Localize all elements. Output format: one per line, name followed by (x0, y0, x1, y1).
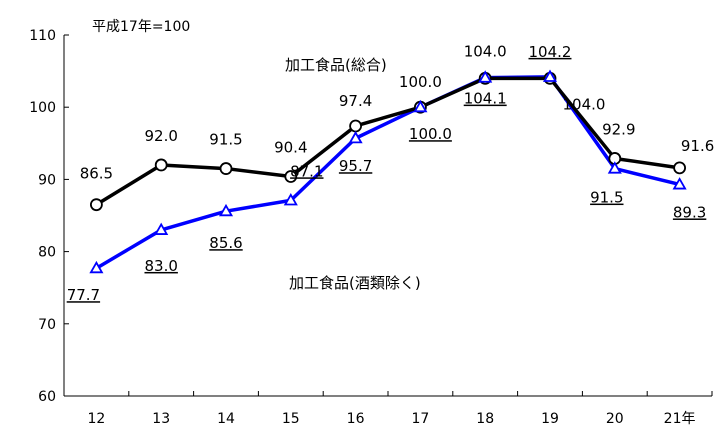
data-label: 104.2 (529, 43, 572, 61)
series-label-processed-food-excl-alcohol: 加工食品(酒類除く) (289, 274, 421, 292)
series-line-1 (95, 75, 681, 270)
data-point-triangle (542, 69, 558, 82)
data-point-circle (673, 161, 686, 175)
data-label: 92.9 (602, 120, 635, 138)
x-tick-label: 12 (87, 411, 105, 427)
data-label: 86.5 (80, 165, 113, 183)
y-tick-label: 60 (38, 389, 56, 405)
data-label: 104.0 (563, 95, 606, 113)
y-tick-label: 80 (38, 245, 56, 261)
x-tick-label: 18 (476, 411, 494, 427)
data-label: 90.4 (274, 139, 307, 157)
x-tick-label: 13 (152, 411, 170, 427)
x-tick-label: 20 (606, 411, 624, 427)
data-point-circle (219, 162, 233, 175)
data-label: 91.5 (209, 131, 242, 149)
data-label: 77.7 (67, 286, 100, 304)
data-label: 97.4 (339, 92, 372, 110)
data-point-circle (349, 119, 363, 133)
data-point-triangle (283, 193, 298, 206)
data-point-triangle (218, 203, 234, 217)
data-label: 100.0 (409, 125, 452, 143)
data-point-circle (154, 158, 168, 172)
data-label: 85.6 (209, 234, 242, 252)
data-label: 92.0 (144, 127, 177, 145)
data-point-triangle (348, 130, 363, 144)
y-tick-label: 90 (38, 172, 56, 188)
y-tick-label: 110 (29, 28, 56, 44)
x-tick-label: 17 (411, 411, 429, 427)
data-label: 83.0 (144, 257, 177, 275)
data-point-circle (90, 198, 103, 212)
series-markers (89, 69, 687, 274)
data-point-triangle (413, 99, 428, 113)
base-note: 平成17年=100 (92, 19, 190, 35)
series-lines (95, 75, 681, 270)
y-tick-label: 70 (38, 317, 56, 333)
data-label: 91.5 (590, 189, 623, 207)
data-point-triangle (478, 70, 493, 83)
x-tick-label: 15 (282, 411, 300, 427)
data-label: 89.3 (673, 203, 706, 221)
axes: 60 70 80 90 100 110 12 13 14 15 16 17 18 19 20 21年 (29, 28, 713, 427)
y-tick-label: 100 (29, 100, 56, 116)
x-tick-label: 14 (217, 411, 235, 427)
data-point-circle (284, 170, 298, 183)
x-tick-label: 16 (347, 411, 365, 427)
data-label: 100.0 (399, 73, 442, 91)
data-label: 91.6 (681, 137, 714, 155)
x-tick-label: 21年 (664, 411, 696, 427)
data-labels: 86.5 92.0 91.5 90.4 97.4 100.0 104.0 104.0 92.9 9… (67, 42, 715, 304)
data-point-triangle (154, 222, 169, 235)
data-label: 104.0 (464, 42, 507, 60)
series-line-0 (95, 76, 680, 207)
data-label: 87.1 (290, 162, 323, 180)
data-point-triangle (89, 260, 104, 274)
data-label: 95.7 (339, 157, 372, 175)
data-point-triangle (672, 177, 687, 190)
series-label-processed-food-total: 加工食品(総合) (285, 56, 387, 74)
data-point-triangle (607, 161, 622, 174)
data-label: 104.1 (464, 90, 507, 108)
x-tick-label: 19 (541, 411, 559, 427)
